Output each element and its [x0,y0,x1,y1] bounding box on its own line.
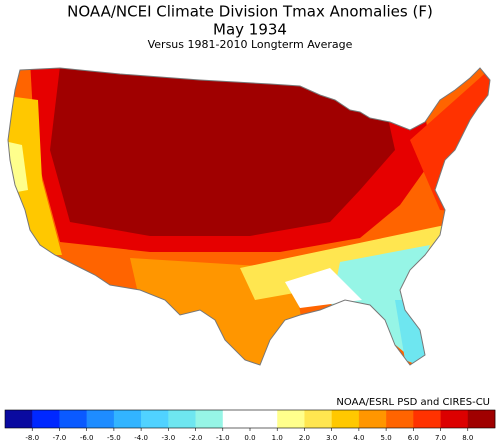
colorbar-tick-label: 0.0 [244,434,255,442]
colorbar-bin [5,410,33,428]
colorbar-bin [59,410,87,428]
colorbar-bin [113,410,142,428]
colorbar-tick-label: 4.0 [353,434,364,442]
colorbar-bin [86,410,115,428]
colorbar-bin [413,410,441,428]
title: NOAA/NCEI Climate Division Tmax Anomalie… [67,3,433,21]
colorbar-bin [168,410,196,428]
colorbar: -8.0 -7.0 -6.0 -5.0 -4.0 -3.0 -2.0 -1.0 0.0 1.0 2.… [4,409,496,442]
colorbar-tick-label: -1.0 [216,434,230,442]
us-map [8,68,490,365]
colorbar-bin [222,410,251,428]
colorbar-tick-label: 7.0 [435,434,446,442]
us-outline [7,67,491,366]
colorbar-tick-label: -6.0 [80,434,94,442]
colorbar-bin [195,410,224,428]
note: Versus 1981-2010 Longterm Average [148,38,353,51]
attribution: NOAA/ESRL PSD and CIRES-CU [336,397,490,408]
region [50,68,395,236]
colorbar-bin [386,410,414,428]
colorbar-tick-label: 8.0 [462,434,473,442]
region [8,140,28,195]
colorbar-bin [277,410,305,428]
colorbar-tick-label: -4.0 [134,434,148,442]
subtitle: May 1934 [213,21,287,39]
colorbar-tick-label: 2.0 [299,434,310,442]
region [285,268,362,308]
colorbar-tick-label: 6.0 [408,434,419,442]
colorbar-tick-label: -7.0 [53,434,67,442]
colorbar-bin [358,410,387,428]
colorbar-tick-label: 1.0 [272,434,283,442]
colorbar-bin [440,410,469,428]
colorbar-tick-label: 5.0 [381,434,392,442]
colorbar-tick-label: -5.0 [107,434,121,442]
colorbar-tick-label: -8.0 [25,434,39,442]
colorbar-tick-label: 3.0 [326,434,337,442]
colorbar-bin [32,410,60,428]
colorbar-bin [141,410,169,428]
colorbar-bin [304,410,332,428]
colorbar-bin [250,410,278,428]
colorbar-tick-label: -3.0 [161,434,175,442]
colorbar-bin [331,410,360,428]
colorbar-tick-label: -2.0 [189,434,203,442]
colorbar-bin [467,410,496,428]
